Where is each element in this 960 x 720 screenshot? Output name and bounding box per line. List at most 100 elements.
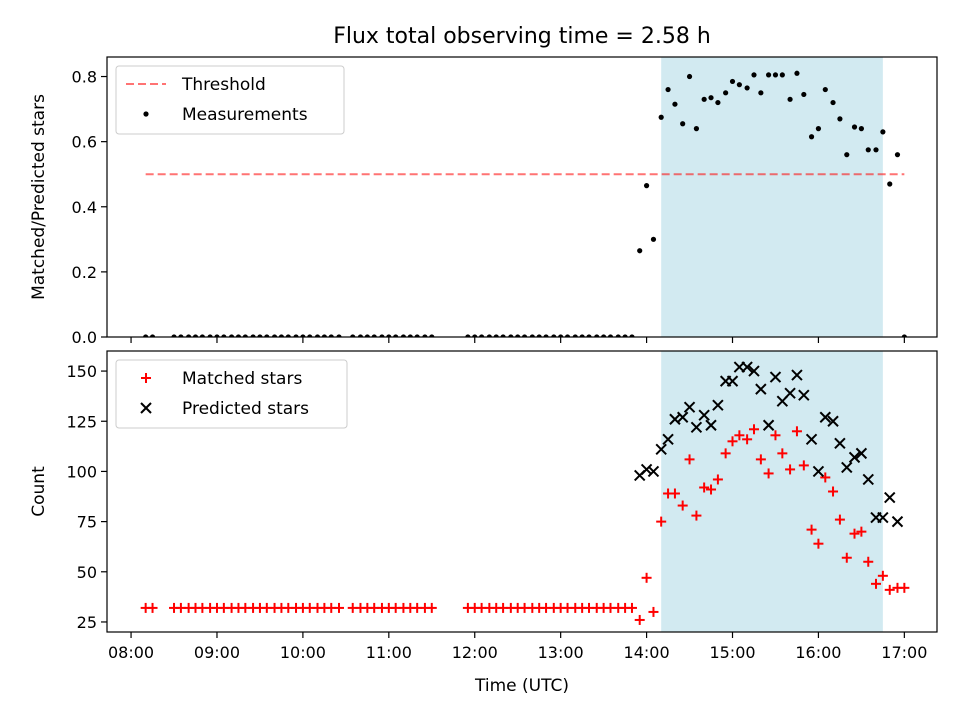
chart-title: Flux total observing time = 2.58 h bbox=[333, 24, 711, 49]
data-point bbox=[736, 82, 742, 88]
data-point bbox=[572, 334, 578, 337]
data-point bbox=[758, 90, 764, 96]
data-point bbox=[865, 147, 871, 153]
legend-handle bbox=[143, 111, 149, 117]
data-point bbox=[336, 334, 342, 337]
data-point bbox=[515, 334, 521, 337]
data-point bbox=[691, 510, 702, 521]
y-tick-label: 125 bbox=[66, 412, 97, 431]
x-tick-label: 17:00 bbox=[881, 643, 927, 662]
data-point bbox=[607, 334, 614, 337]
data-point bbox=[214, 334, 220, 337]
data-point bbox=[706, 484, 717, 495]
data-point bbox=[715, 99, 721, 106]
data-point bbox=[701, 96, 707, 102]
data-point bbox=[178, 334, 184, 337]
data-point bbox=[626, 602, 637, 613]
data-point bbox=[765, 72, 772, 78]
data-point bbox=[364, 334, 370, 337]
data-point bbox=[300, 334, 306, 337]
data-point bbox=[648, 606, 659, 617]
data-point bbox=[827, 415, 839, 427]
data-point bbox=[400, 334, 407, 337]
data-point bbox=[698, 409, 710, 421]
data-point bbox=[629, 334, 635, 337]
data-point bbox=[426, 602, 437, 613]
data-point bbox=[877, 511, 889, 524]
data-point bbox=[479, 334, 485, 337]
data-point bbox=[235, 334, 242, 337]
data-point bbox=[741, 361, 753, 373]
data-point bbox=[307, 334, 313, 337]
data-point bbox=[508, 334, 514, 337]
series-1 bbox=[140, 424, 910, 625]
series-2 bbox=[634, 361, 904, 528]
data-point bbox=[207, 334, 213, 337]
data-point bbox=[171, 334, 177, 337]
data-point bbox=[690, 421, 703, 433]
data-point bbox=[634, 614, 645, 625]
data-point bbox=[594, 334, 600, 337]
y-tick-label: 0.4 bbox=[72, 198, 97, 217]
data-point bbox=[586, 334, 592, 337]
data-point bbox=[851, 124, 858, 130]
data-point bbox=[880, 129, 886, 135]
data-point bbox=[828, 486, 839, 497]
data-point bbox=[684, 454, 695, 465]
data-point bbox=[414, 334, 420, 337]
data-point bbox=[641, 572, 652, 583]
axes-frame bbox=[106, 56, 938, 338]
legend-label: Threshold bbox=[181, 75, 266, 95]
data-point bbox=[321, 334, 327, 337]
data-point bbox=[264, 334, 270, 337]
data-point bbox=[615, 334, 621, 337]
data-point bbox=[712, 399, 724, 411]
data-point bbox=[808, 134, 815, 140]
data-point bbox=[708, 95, 714, 101]
observing-window-band bbox=[661, 351, 883, 632]
data-point bbox=[734, 430, 745, 441]
data-point bbox=[785, 464, 796, 475]
y-tick-label: 150 bbox=[66, 362, 97, 381]
data-point bbox=[894, 152, 901, 158]
data-point bbox=[350, 334, 356, 337]
data-point bbox=[729, 78, 736, 85]
data-point bbox=[887, 181, 893, 187]
panel-counts: 25 50 75 100 125 150 08:00 09:00 10:00 11:00 12:00… bbox=[29, 350, 938, 662]
data-point bbox=[891, 515, 904, 528]
series-1 bbox=[143, 70, 907, 337]
x-tick-label: 12:00 bbox=[452, 643, 498, 662]
data-point bbox=[192, 334, 199, 337]
data-point bbox=[798, 460, 809, 471]
y-tick-label: 100 bbox=[66, 462, 97, 481]
data-point bbox=[228, 334, 235, 337]
data-point bbox=[812, 465, 825, 478]
y-tick-label: 0.8 bbox=[72, 68, 97, 87]
data-point bbox=[693, 126, 700, 132]
plot-area bbox=[143, 57, 907, 337]
data-point bbox=[784, 387, 796, 399]
data-point bbox=[769, 371, 782, 383]
data-point bbox=[147, 602, 158, 613]
data-point bbox=[686, 73, 693, 80]
data-point bbox=[314, 334, 321, 337]
data-point bbox=[407, 334, 413, 337]
y-tick-label: 75 bbox=[77, 513, 97, 532]
data-point bbox=[834, 514, 845, 525]
data-point bbox=[705, 419, 717, 431]
legend-box bbox=[115, 359, 348, 429]
data-point bbox=[543, 334, 549, 337]
data-point bbox=[755, 383, 767, 395]
data-point bbox=[677, 500, 688, 511]
x-tick-label: 14:00 bbox=[624, 643, 670, 662]
data-point bbox=[856, 526, 867, 537]
y-tick-label: 0.6 bbox=[72, 133, 97, 152]
data-point bbox=[493, 334, 499, 337]
data-point bbox=[333, 602, 344, 613]
data-point bbox=[762, 419, 775, 431]
data-point bbox=[787, 96, 793, 102]
data-point bbox=[726, 375, 739, 387]
data-point bbox=[472, 334, 478, 337]
legend-label: Measurements bbox=[182, 105, 308, 125]
data-point bbox=[873, 147, 879, 153]
